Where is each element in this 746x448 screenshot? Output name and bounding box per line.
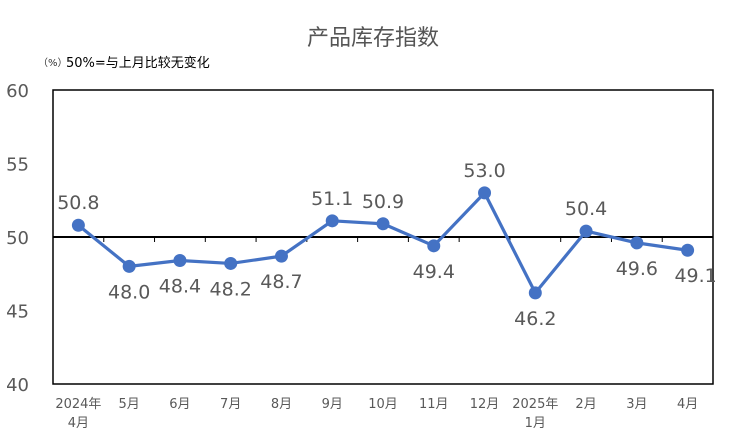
data-point: [173, 254, 187, 268]
data-label: 49.4: [413, 261, 455, 283]
data-label: 48.2: [210, 278, 252, 300]
data-label: 50.8: [57, 192, 99, 214]
y-tick-label: 55: [6, 155, 29, 176]
x-tick-label: 10月: [368, 397, 398, 412]
x-tick-label: 1月: [525, 416, 546, 431]
x-tick-label: 5月: [119, 397, 140, 412]
x-tick-label: 6月: [169, 397, 190, 412]
data-label: 49.1: [674, 265, 716, 287]
data-point: [427, 239, 441, 253]
data-label: 51.1: [311, 188, 353, 210]
data-point: [274, 249, 288, 263]
data-label: 50.9: [362, 191, 404, 213]
data-point: [376, 217, 390, 231]
x-tick-label: 9月: [322, 397, 343, 412]
y-tick-label: 40: [6, 375, 29, 396]
data-point: [325, 214, 339, 228]
data-point: [478, 186, 492, 200]
data-label: 50.4: [565, 198, 607, 220]
data-point: [224, 256, 238, 270]
data-point: [630, 236, 644, 250]
x-tick-label: 3月: [626, 397, 647, 412]
y-tick-label: 50: [6, 228, 29, 249]
x-tick-label: 8月: [271, 397, 292, 412]
data-point: [528, 286, 542, 300]
data-point: [579, 224, 593, 238]
data-label: 53.0: [463, 160, 505, 182]
data-label: 49.6: [616, 258, 658, 280]
data-label: 46.2: [514, 308, 556, 330]
data-label: 48.0: [108, 281, 150, 303]
x-tick-label: 4月: [677, 397, 698, 412]
data-label: 48.4: [159, 276, 201, 298]
data-point: [71, 218, 85, 232]
data-point: [681, 243, 695, 257]
y-tick-label: 60: [6, 81, 29, 102]
x-tick-label: 11月: [419, 397, 449, 412]
x-tick-label: 2024年: [55, 397, 101, 412]
x-tick-label: 12月: [470, 397, 500, 412]
chart-title: 产品库存指数: [306, 26, 439, 51]
y-tick-label: 45: [6, 302, 29, 323]
x-tick-label: 4月: [68, 416, 89, 431]
data-label: 48.7: [260, 271, 302, 293]
x-tick-label: 7月: [220, 397, 241, 412]
x-tick-label: 2025年: [512, 397, 558, 412]
reference-note: 50%=与上月比较无变化: [66, 56, 210, 71]
x-tick-label: 2月: [575, 397, 596, 412]
unit-label: （%）: [38, 58, 68, 69]
data-point: [122, 259, 136, 273]
